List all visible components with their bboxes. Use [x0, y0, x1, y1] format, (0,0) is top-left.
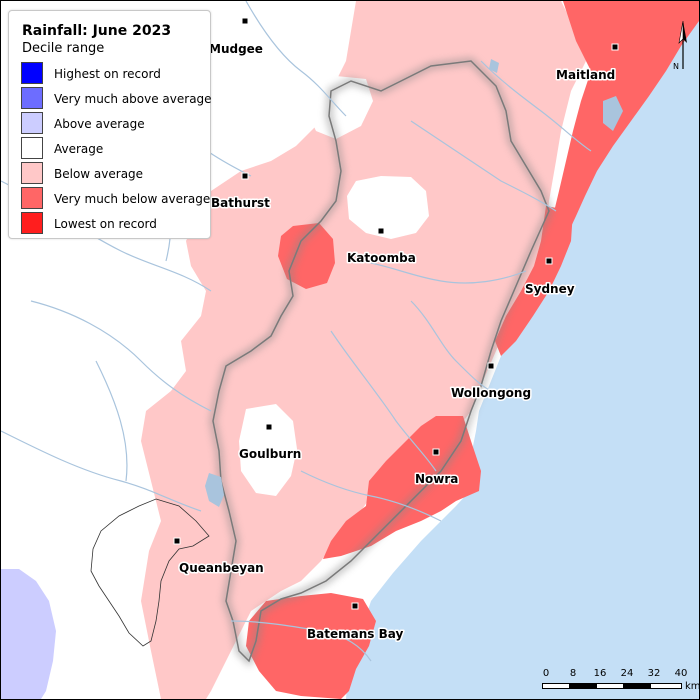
very-much-below-north — [553, 1, 699, 241]
legend-item-very-much-below: Very much below average — [21, 187, 211, 212]
average-patch-goulburn — [239, 404, 297, 496]
legend-label-lowest: Lowest on record — [54, 217, 157, 231]
town-label-mudgee: Mudgee — [209, 42, 263, 56]
legend-subtitle: Decile range — [22, 41, 105, 56]
scale-tick-32: 32 — [647, 668, 661, 679]
town-marker-queanbeyan — [173, 537, 181, 545]
legend-label-below: Below average — [54, 167, 144, 181]
town-marker-maitland — [611, 43, 619, 51]
town-label-goulburn: Goulburn — [239, 447, 301, 461]
legend-swatch-above — [21, 112, 43, 134]
town-label-bathurst: Bathurst — [211, 196, 270, 210]
scale-segment-5 — [650, 683, 682, 689]
town-marker-batemans-bay — [351, 602, 359, 610]
legend-item-highest: Highest on record — [21, 62, 211, 87]
scale-tick-24: 24 — [620, 668, 634, 679]
legend-item-above: Above average — [21, 112, 211, 137]
very-much-below-batemans — [246, 593, 376, 699]
north-label: N — [673, 62, 679, 71]
scale-tick-8: 8 — [569, 668, 577, 679]
town-label-wollongong: Wollongong — [451, 386, 531, 400]
town-marker-mudgee — [241, 17, 249, 25]
legend-item-lowest: Lowest on record — [21, 212, 211, 237]
very-much-below-nowra — [323, 416, 481, 559]
act-border — [90, 498, 210, 647]
town-marker-nowra — [432, 448, 440, 456]
legend-label-above: Above average — [54, 117, 145, 131]
legend-label-highest: Highest on record — [54, 67, 161, 81]
legend-swatch-lowest — [21, 212, 43, 234]
scale-tick-16: 16 — [593, 668, 607, 679]
scale-tick-0: 0 — [542, 668, 550, 679]
below-average-region — [141, 1, 586, 699]
town-marker-wollongong — [487, 362, 495, 370]
legend-label-very-much-above: Very much above average — [54, 92, 212, 106]
legend-swatch-very-much-above — [21, 87, 43, 109]
town-label-sydney: Sydney — [525, 282, 575, 296]
scale-bar: 0 8 16 24 32 40 km — [541, 668, 700, 696]
legend-label-very-much-below: Very much below average — [54, 192, 211, 206]
legend-item-below: Below average — [21, 162, 211, 187]
average-patch-blue-mountains — [347, 176, 429, 239]
scale-segment-4 — [623, 683, 651, 689]
town-markers — [173, 17, 619, 610]
below-average-region-south — [149, 561, 216, 699]
legend-item-average: Average — [21, 137, 211, 162]
catchment-boundary — [212, 60, 550, 663]
legend-swatch-below — [21, 162, 43, 184]
legend-item-very-much-above: Very much above average — [21, 87, 212, 112]
scale-units: km — [685, 681, 700, 692]
legend-swatch-highest — [21, 62, 43, 84]
town-label-queanbeyan: Queanbeyan — [179, 561, 264, 575]
town-label-batemans-bay: Batemans Bay — [307, 627, 403, 641]
legend-swatch-average — [21, 137, 43, 159]
town-label-katoomba: Katoomba — [347, 251, 416, 265]
lakes — [205, 59, 623, 507]
north-arrow-icon — [678, 20, 687, 69]
scale-segment-3 — [596, 683, 624, 689]
very-much-below-sydney — [495, 206, 573, 356]
scale-segment-1 — [542, 683, 570, 689]
legend-title: Rainfall: June 2023 — [22, 23, 172, 39]
town-marker-goulburn — [265, 423, 273, 431]
legend-label-average: Average — [54, 142, 104, 156]
above-average-region — [1, 569, 56, 699]
legend-swatch-very-much-below — [21, 187, 43, 209]
town-label-nowra: Nowra — [415, 472, 458, 486]
map-legend: Rainfall: June 2023 Decile range Highest… — [8, 10, 212, 239]
scale-tick-40: 40 — [674, 668, 688, 679]
town-marker-katoomba — [377, 227, 385, 235]
ocean — [346, 1, 699, 699]
town-marker-bathurst — [241, 172, 249, 180]
town-marker-sydney — [545, 257, 553, 265]
town-label-maitland: Maitland — [556, 68, 615, 82]
scale-segment-2 — [569, 683, 597, 689]
